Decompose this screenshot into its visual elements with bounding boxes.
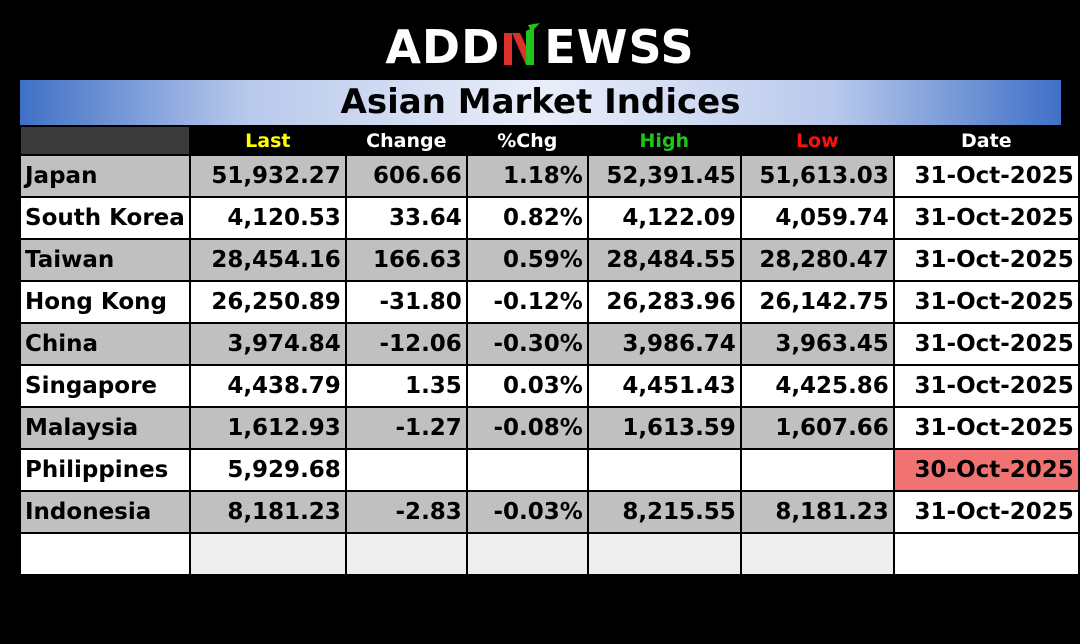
pct-chg-cell: 0.82%	[465, 196, 589, 240]
table-row: Indonesia 8,181.23 -2.83 -0.03% 8,215.55 8,18…	[19, 490, 1080, 534]
high-cell: 3,986.74	[586, 322, 742, 366]
high-cell: 28,484.55	[586, 238, 742, 282]
last-cell: 8,181.23	[188, 490, 347, 534]
low-cell: 4,425.86	[739, 364, 895, 408]
last-cell: 5,929.68	[188, 448, 347, 492]
country-cell: Singapore	[19, 364, 191, 408]
logo-text-left: ADD	[385, 20, 501, 74]
empty-cell	[586, 532, 742, 576]
table-row: Singapore 4,438.79 1.35 0.03% 4,451.43 4,425.…	[19, 364, 1080, 408]
change-cell: 166.63	[344, 238, 468, 282]
empty-cell	[188, 532, 347, 576]
date-cell: 31-Oct-2025	[892, 154, 1080, 198]
change-cell: 33.64	[344, 196, 468, 240]
high-cell: 26,283.96	[586, 280, 742, 324]
table-row: South Korea 4,120.53 33.64 0.82% 4,122.09 4,0…	[19, 196, 1080, 240]
high-cell: 4,451.43	[586, 364, 742, 408]
last-cell: 3,974.84	[188, 322, 347, 366]
table-row: Philippines 5,929.68 30-Oct-2025	[19, 448, 1080, 492]
change-cell: 606.66	[344, 154, 468, 198]
low-cell: 28,280.47	[739, 238, 895, 282]
high-cell: 1,613.59	[586, 406, 742, 450]
header-corner	[19, 125, 191, 156]
header-change: Change	[344, 125, 468, 156]
empty-cell	[465, 532, 589, 576]
table-row: China 3,974.84 -12.06 -0.30% 3,986.74 3,963.4…	[19, 322, 1080, 366]
date-cell: 31-Oct-2025	[892, 490, 1080, 534]
header-low: Low	[739, 125, 895, 156]
date-cell: 31-Oct-2025	[892, 322, 1080, 366]
pct-chg-cell: 1.18%	[465, 154, 589, 198]
change-cell: 1.35	[344, 364, 468, 408]
change-cell: -1.27	[344, 406, 468, 450]
last-cell: 1,612.93	[188, 406, 347, 450]
date-cell: 31-Oct-2025	[892, 406, 1080, 450]
low-cell: 1,607.66	[739, 406, 895, 450]
date-cell: 31-Oct-2025	[892, 196, 1080, 240]
empty-cell	[344, 532, 468, 576]
date-cell: 30-Oct-2025	[892, 448, 1080, 492]
change-cell: -2.83	[344, 490, 468, 534]
country-cell: South Korea	[19, 196, 191, 240]
empty-cell	[739, 532, 895, 576]
date-cell: 31-Oct-2025	[892, 280, 1080, 324]
low-cell: 51,613.03	[739, 154, 895, 198]
last-cell: 26,250.89	[188, 280, 347, 324]
header-high: High	[586, 125, 742, 156]
country-cell: China	[19, 322, 191, 366]
header-row: Last Change %Chg High Low Date	[19, 125, 1080, 156]
pct-chg-cell: -0.08%	[465, 406, 589, 450]
low-cell: 4,059.74	[739, 196, 895, 240]
high-cell	[586, 448, 742, 492]
date-cell: 31-Oct-2025	[892, 238, 1080, 282]
table-row: Japan 51,932.27 606.66 1.18% 52,391.45 51,613…	[19, 154, 1080, 198]
brand-logo: ADD EWSS	[0, 14, 1080, 80]
high-cell: 4,122.09	[586, 196, 742, 240]
pct-chg-cell: -0.30%	[465, 322, 589, 366]
pct-chg-cell	[465, 448, 589, 492]
market-indices-table: Last Change %Chg High Low Date Japan 51,9…	[19, 125, 1080, 576]
empty-cell	[19, 532, 191, 576]
country-cell: Philippines	[19, 448, 191, 492]
country-cell: Hong Kong	[19, 280, 191, 324]
low-cell: 26,142.75	[739, 280, 895, 324]
change-cell: -12.06	[344, 322, 468, 366]
low-cell: 3,963.45	[739, 322, 895, 366]
pct-chg-cell: 0.03%	[465, 364, 589, 408]
empty-row	[19, 532, 1080, 576]
table-title: Asian Market Indices	[20, 80, 1061, 125]
last-cell: 28,454.16	[188, 238, 347, 282]
change-cell: -31.80	[344, 280, 468, 324]
table-row: Hong Kong 26,250.89 -31.80 -0.12% 26,283.96 2…	[19, 280, 1080, 324]
pct-chg-cell: -0.12%	[465, 280, 589, 324]
pct-chg-cell: -0.03%	[465, 490, 589, 534]
low-cell	[739, 448, 895, 492]
country-cell: Malaysia	[19, 406, 191, 450]
country-cell: Taiwan	[19, 238, 191, 282]
empty-cell	[892, 532, 1080, 576]
last-cell: 4,438.79	[188, 364, 347, 408]
low-cell: 8,181.23	[739, 490, 895, 534]
logo-n-mark-icon	[500, 19, 544, 69]
header-date: Date	[892, 125, 1080, 156]
change-cell	[344, 448, 468, 492]
last-cell: 51,932.27	[188, 154, 347, 198]
table-row: Taiwan 28,454.16 166.63 0.59% 28,484.55 28,28…	[19, 238, 1080, 282]
high-cell: 8,215.55	[586, 490, 742, 534]
country-cell: Japan	[19, 154, 191, 198]
table-row: Malaysia 1,612.93 -1.27 -0.08% 1,613.59 1,607…	[19, 406, 1080, 450]
pct-chg-cell: 0.59%	[465, 238, 589, 282]
logo-text-right: EWSS	[544, 20, 695, 74]
date-cell: 31-Oct-2025	[892, 364, 1080, 408]
country-cell: Indonesia	[19, 490, 191, 534]
header-pct-chg: %Chg	[465, 125, 589, 156]
high-cell: 52,391.45	[586, 154, 742, 198]
last-cell: 4,120.53	[188, 196, 347, 240]
header-last: Last	[188, 125, 347, 156]
